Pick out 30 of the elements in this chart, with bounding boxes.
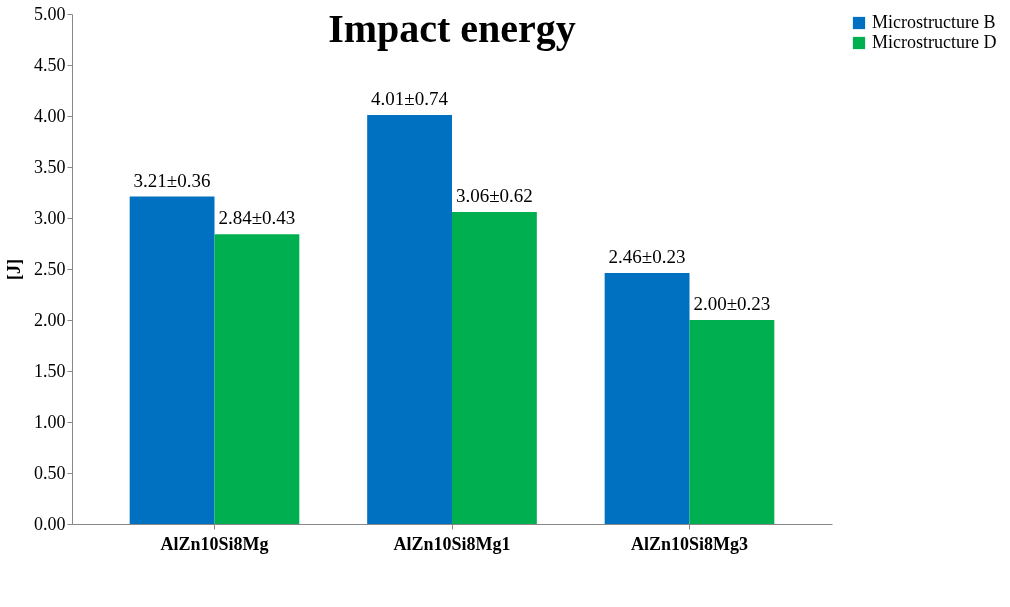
- bar: [689, 320, 775, 524]
- y-tick-label: 1.00: [34, 411, 66, 432]
- data-label: 3.06±0.62: [455, 184, 533, 206]
- bar: [214, 234, 300, 524]
- y-axis-title: [J]: [4, 259, 24, 280]
- data-label: 2.00±0.23: [693, 293, 771, 314]
- bar: [129, 196, 215, 524]
- x-tick-label: AlZn10Si8Mg3: [630, 533, 749, 554]
- x-tick-label: AlZn10Si8Mg1: [393, 533, 511, 554]
- data-label: 2.84±0.43: [218, 207, 296, 229]
- y-tick-label: 1.50: [34, 360, 66, 381]
- y-tick-label: 5.00: [34, 3, 66, 24]
- bar: [367, 114, 452, 524]
- chart-title: Impact energy: [328, 6, 576, 51]
- y-tick-label: 0.00: [34, 513, 66, 534]
- bar: [452, 211, 537, 524]
- y-tick-label: 2.00: [34, 309, 66, 330]
- data-label: 4.01±0.74: [371, 87, 449, 109]
- data-label: 2.46±0.23: [608, 246, 686, 268]
- y-tick-label: 4.00: [34, 105, 66, 126]
- y-tick-label: 2.50: [34, 258, 66, 279]
- y-tick-label: 3.50: [34, 156, 66, 177]
- y-tick-label: 4.50: [34, 54, 66, 75]
- legend-label: Microstructure B: [872, 12, 996, 32]
- bar: [604, 273, 690, 524]
- y-tick-label: 3.00: [34, 207, 66, 228]
- data-label: 3.21±0.36: [133, 169, 211, 191]
- y-tick-label: 0.50: [34, 462, 66, 483]
- x-tick-label: AlZn10Si8Mg: [160, 533, 269, 554]
- legend-label: Microstructure D: [872, 32, 997, 52]
